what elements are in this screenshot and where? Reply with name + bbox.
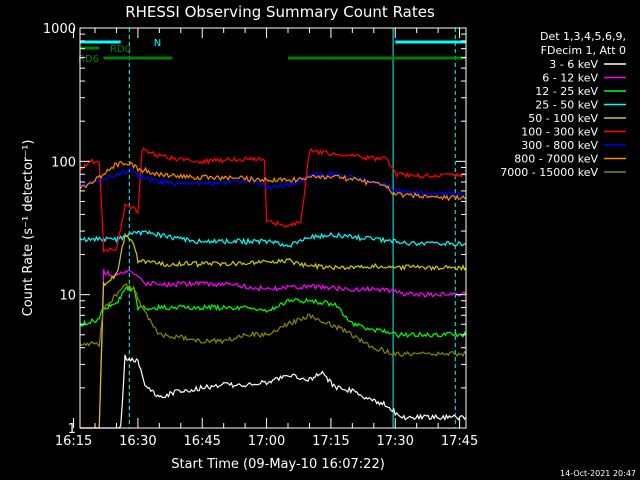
series-line-25-50-kev-kev — [79, 229, 467, 248]
legend-entry-label: 300 - 800 keV — [521, 139, 598, 152]
legend-entry-label: 6 - 12 keV — [542, 72, 598, 85]
series-line-3-6-kev-kev — [80, 354, 467, 429]
legend-entry-label: 7000 - 15000 keV — [500, 166, 598, 179]
y-tick-label: 100 — [51, 155, 76, 170]
series-line-800-7000-kev-kev — [79, 160, 467, 202]
legend-entry-label: 25 - 50 keV — [535, 99, 598, 112]
y-tick-label: 1000 — [43, 22, 76, 37]
y-tick-label: 1 — [68, 422, 76, 437]
legend-header-line: Det 1,3,4,5,6,9, — [540, 30, 626, 43]
x-tick-label: 17:15 — [312, 434, 349, 449]
plot-frame — [79, 27, 467, 429]
flag-label-rd6: RD6 — [78, 54, 99, 65]
flag-label-rd0: RD0 — [110, 44, 131, 55]
legend-entry-label: 800 - 7000 keV — [514, 153, 598, 166]
x-tick-label: 16:45 — [183, 434, 220, 449]
series-line-300-800-kev-kev — [80, 167, 467, 198]
x-tick-label: 17:00 — [248, 434, 285, 449]
y-axis-label: Count Rate (s⁻¹ detector⁻¹) — [21, 140, 36, 317]
x-tick-label: 16:15 — [55, 434, 92, 449]
series-line-6-12-kev-kev — [80, 269, 467, 429]
legend-entry-label: 50 - 100 keV — [528, 112, 598, 125]
flag-label-n: N — [154, 38, 161, 49]
series-line-50-100-kev-kev — [80, 232, 467, 429]
legend-header-line: FDecim 1, Att 0 — [541, 44, 626, 57]
chart-title: RHESSI Observing Summary Count Rates — [125, 3, 435, 21]
footer-timestamp: 14-Oct-2021 20:47 — [560, 469, 636, 478]
x-tick-label: 17:45 — [441, 434, 478, 449]
legend-entry-label: 3 - 6 keV — [549, 58, 598, 71]
legend-entry-label: 100 - 300 keV — [521, 126, 598, 139]
x-axis-label: Start Time (09-May-10 16:07:22) — [171, 457, 385, 472]
x-tick-label: 17:30 — [376, 434, 413, 449]
y-tick-label: 10 — [59, 289, 76, 304]
legend-entry-label: 12 - 25 keV — [535, 85, 598, 98]
series-line-100-300-kev-kev — [79, 146, 467, 253]
x-tick-label: 16:30 — [119, 434, 156, 449]
series-line-7000-15000-kev-kev — [79, 283, 467, 358]
